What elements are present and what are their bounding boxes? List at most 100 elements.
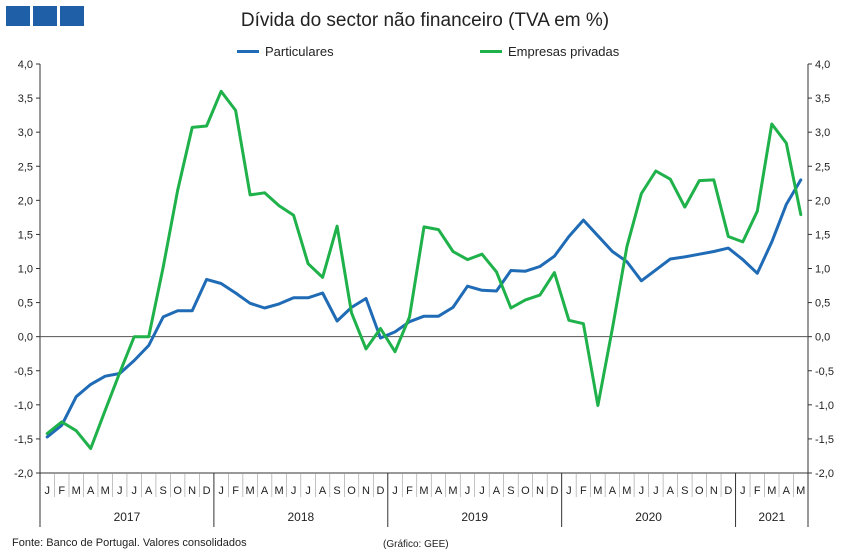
month-label: M [72,485,81,497]
month-label: A [783,485,791,497]
month-label: D [203,485,211,497]
y-tick-label-right: 0,0 [815,332,830,344]
month-label: F [754,485,761,497]
y-tick-label-left: 2,5 [18,161,33,173]
y-tick-label-left: 2,0 [18,195,33,207]
month-label: A [261,485,269,497]
y-tick-label-right: 1,5 [815,229,830,241]
month-label: A [435,485,443,497]
month-label: N [188,485,196,497]
month-label: M [796,485,805,497]
month-label: J [392,485,398,497]
y-tick-label-right: 2,0 [815,195,830,207]
y-tick-label-left: -2,0 [14,468,33,480]
month-label: M [767,485,776,497]
month-label: J [639,485,645,497]
month-label: N [710,485,718,497]
month-label: D [724,485,732,497]
month-label: A [145,485,153,497]
y-tick-label-left: 0,5 [18,298,33,310]
y-tick-label-right: -1,0 [815,400,834,412]
month-label: J [117,485,123,497]
y-tick-label-right: 1,0 [815,264,830,276]
month-label: A [609,485,617,497]
series-line-particulares [45,178,803,439]
month-label: F [232,485,239,497]
month-label: A [319,485,327,497]
month-label: S [507,485,514,497]
month-label: M [275,485,284,497]
source-note: Fonte: Banco de Portugal. Valores consol… [12,537,247,549]
month-label: O [521,485,530,497]
month-label: M [448,485,457,497]
month-label: S [333,485,340,497]
legend-label-empresas: Empresas privadas [508,44,620,59]
month-label: J [479,485,485,497]
month-label: D [377,485,385,497]
year-label: 2019 [461,510,488,524]
month-label: O [347,485,356,497]
month-label: J [218,485,224,497]
month-label: J [740,485,746,497]
y-tick-label-left: -1,0 [14,400,33,412]
chart-title: Dívida do sector não financeiro (TVA em … [240,10,610,31]
y-tick-label-left: -0,5 [14,366,33,378]
month-label: S [159,485,166,497]
legend-swatch-empresas [480,50,502,53]
y-tick-label-right: -2,0 [815,468,834,480]
month-label: N [536,485,544,497]
y-tick-label-left: 3,0 [18,127,33,139]
month-label: M [246,485,255,497]
month-label: O [695,485,704,497]
month-label: F [406,485,413,497]
y-tick-label-right: 4,0 [815,59,830,71]
month-label: J [291,485,297,497]
year-label: 2018 [287,510,314,524]
y-tick-label-left: 3,5 [18,93,33,105]
month-label: F [580,485,587,497]
legend-item-particulares: Particulares [237,44,334,59]
month-label: N [362,485,370,497]
year-label: 2017 [114,510,141,524]
y-tick-label-right: -1,5 [815,434,834,446]
y-tick-label-right: -0,5 [815,366,834,378]
month-label: J [465,485,471,497]
month-label: M [593,485,602,497]
y-tick-label-right: 2,5 [815,161,830,173]
month-label: J [131,485,137,497]
year-label: 2020 [635,510,662,524]
credit-note: (Gráfico: GEE) [383,539,449,550]
month-label: A [667,485,675,497]
month-label: J [44,485,50,497]
month-label: M [622,485,631,497]
month-label: S [681,485,688,497]
month-label: D [550,485,558,497]
month-label: M [101,485,110,497]
month-label: M [419,485,428,497]
legend-label-particulares: Particulares [265,44,334,59]
y-tick-label-right: 0,5 [815,298,830,310]
y-tick-label-left: -1,5 [14,434,33,446]
y-tick-label-left: 1,5 [18,229,33,241]
y-tick-label-left: 0,0 [18,332,33,344]
month-label: A [493,485,501,497]
series-line-empresas-privadas [45,89,803,450]
logo-block-1 [6,6,30,26]
brand-logo [6,6,84,26]
logo-block-3 [60,6,84,26]
logo-block-2 [33,6,57,26]
y-tick-label-right: 3,0 [815,127,830,139]
y-tick-label-right: 3,5 [815,93,830,105]
month-label: O [173,485,182,497]
y-tick-label-left: 4,0 [18,59,33,71]
legend-item-empresas: Empresas privadas [480,44,619,59]
month-label: A [87,485,95,497]
month-label: J [305,485,311,497]
legend-swatch-particulares [237,50,259,53]
y-tick-label-left: 1,0 [18,264,33,276]
month-label: F [58,485,65,497]
month-label: J [653,485,659,497]
month-label: J [566,485,572,497]
year-label: 2021 [758,510,785,524]
